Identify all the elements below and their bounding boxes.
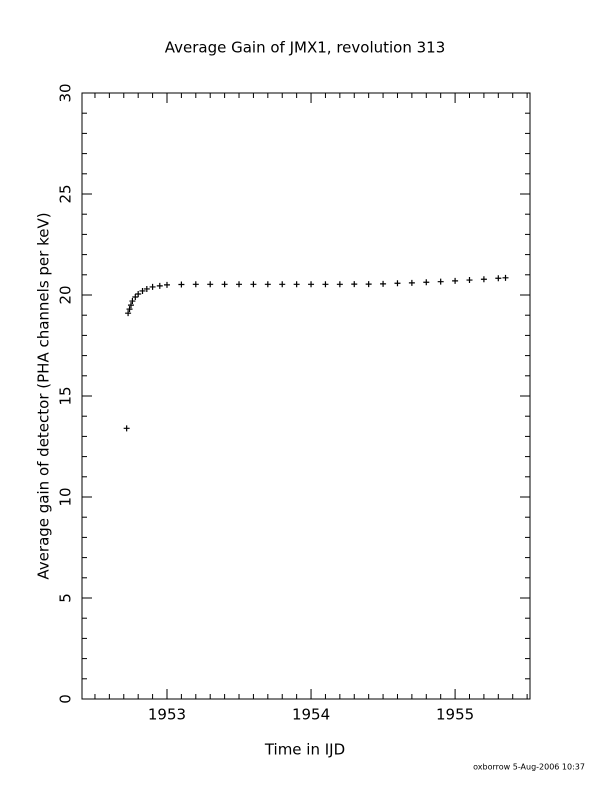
- y-tick-label: 30: [57, 83, 75, 102]
- data-point: [178, 281, 185, 288]
- data-point: [351, 281, 358, 288]
- data-point: [394, 280, 401, 287]
- x-tick-label: 1953: [148, 706, 186, 724]
- footer: oxborrow 5-Aug-2006 10:37: [473, 763, 585, 772]
- y-tick-label: 0: [57, 694, 75, 704]
- data-point: [156, 282, 163, 289]
- data-point: [408, 279, 415, 286]
- data-point: [293, 281, 300, 288]
- data-point: [308, 281, 315, 288]
- data-point: [264, 281, 271, 288]
- data-point: [480, 276, 487, 283]
- data-point: [279, 281, 286, 288]
- data-point: [127, 302, 134, 309]
- chart-title: Average Gain of JMX1, revolution 313: [165, 39, 446, 57]
- data-point: [437, 278, 444, 285]
- x-axis-label: Time in IJD: [264, 741, 345, 759]
- data-point: [423, 279, 430, 286]
- data-point: [466, 277, 473, 284]
- data-point: [365, 281, 372, 288]
- y-tick-label: 25: [57, 184, 75, 203]
- data-point: [221, 281, 228, 288]
- data-point: [123, 425, 130, 432]
- y-axis-label: Average gain of detector (PHA channels p…: [35, 212, 53, 579]
- data-point: [135, 290, 142, 297]
- x-tick-label: 1954: [292, 706, 330, 724]
- y-tick-label: 15: [57, 386, 75, 405]
- data-point: [502, 274, 509, 281]
- y-tick-label: 20: [57, 285, 75, 304]
- data-point: [129, 298, 136, 305]
- data-point: [452, 277, 459, 284]
- data-point: [126, 306, 133, 313]
- data-point: [207, 281, 214, 288]
- data-point: [322, 281, 329, 288]
- data-point: [336, 281, 343, 288]
- data-point: [143, 285, 150, 292]
- y-tick-label: 10: [57, 487, 75, 506]
- data-point: [495, 275, 502, 282]
- y-tick-label: 5: [57, 593, 75, 603]
- data-point: [132, 294, 139, 301]
- data-point: [125, 310, 132, 317]
- data-point: [250, 281, 257, 288]
- data-point: [236, 281, 243, 288]
- data-point: [149, 283, 156, 290]
- data-point: [380, 280, 387, 287]
- data-point: [139, 287, 146, 294]
- data-point: [163, 281, 170, 288]
- x-tick-label: 1955: [436, 706, 474, 724]
- data-point: [192, 281, 199, 288]
